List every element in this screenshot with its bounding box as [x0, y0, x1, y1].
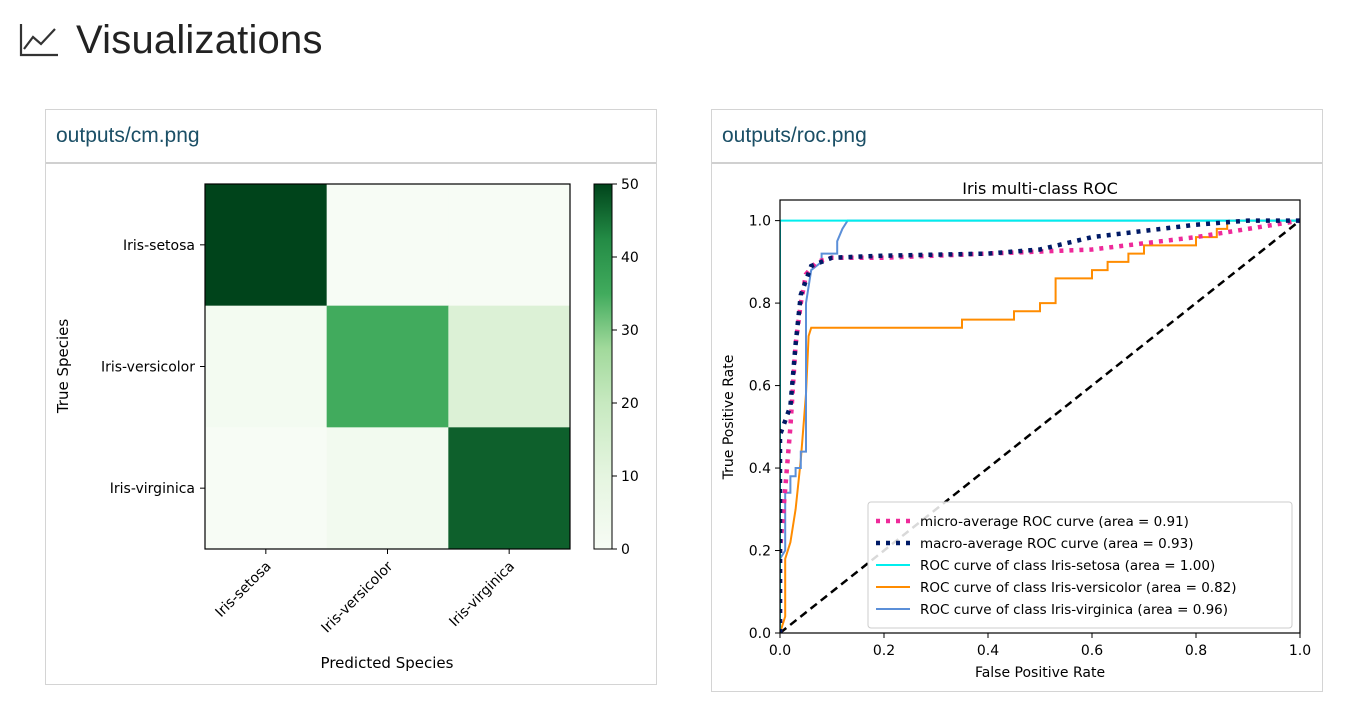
x-tick-label: Iris-virginica: [446, 559, 518, 631]
card-confusion-matrix: outputs/cm.png Iris-setosa Iris-versicolo…: [45, 109, 657, 685]
y-axis-label: True Positive Rate: [721, 355, 737, 481]
x-tick-label: 0.8: [1185, 643, 1207, 659]
heatmap-cell: [448, 427, 571, 550]
roc-series-line: [780, 218, 1300, 633]
legend-label: ROC curve of class Iris-versicolor (area…: [920, 580, 1237, 596]
page-title: Visualizations: [76, 17, 323, 62]
x-tick-label: 0.6: [1081, 643, 1103, 659]
y-tick-label: Iris-versicolor: [101, 360, 195, 376]
colorbar-tick-label: 10: [621, 469, 639, 485]
y-axis-label: True Species: [54, 319, 72, 415]
colorbar: [593, 183, 613, 550]
roc-series-line: [780, 219, 1300, 633]
card-roc: outputs/roc.png Iris multi-class ROC 0.0…: [711, 109, 1323, 692]
card-link-roc[interactable]: outputs/roc.png: [722, 124, 867, 147]
legend-label: macro-average ROC curve (area = 0.93): [920, 536, 1193, 552]
card-header: outputs/cm.png: [46, 110, 656, 164]
page-header: Visualizations: [18, 10, 323, 70]
y-tick-label: Iris-setosa: [123, 238, 195, 254]
x-axis-label: Predicted Species: [321, 654, 454, 672]
x-tick-label: 0.0: [769, 643, 791, 659]
legend-label: micro-average ROC curve (area = 0.91): [920, 514, 1189, 530]
x-axis-label: False Positive Rate: [975, 665, 1105, 681]
x-tick-label: Iris-versicolor: [319, 558, 397, 636]
legend-box: [867, 501, 1293, 629]
card-link-cm[interactable]: outputs/cm.png: [56, 124, 200, 147]
chart-title: Iris multi-class ROC: [962, 179, 1118, 198]
legend-label: ROC curve of class Iris-setosa (area = 1…: [920, 558, 1215, 574]
heatmap-cell: [205, 305, 328, 428]
y-tick-label: 0.4: [749, 461, 771, 477]
colorbar-tick-label: 20: [621, 396, 639, 412]
legend: micro-average ROC curve (area = 0.91) mac…: [867, 501, 1293, 629]
confusion-matrix-chart: Iris-setosa Iris-versicolor Iris-virginica…: [54, 177, 639, 672]
heatmap-cell: [448, 184, 571, 307]
plot-frame: [779, 199, 1301, 634]
heatmap-cell: [205, 184, 328, 307]
legend-label: ROC curve of class Iris-virginica (area …: [920, 602, 1228, 618]
x-tick-label: 1.0: [1289, 643, 1311, 659]
chance-diagonal-line: [780, 219, 1300, 633]
heatmap-cell: [448, 305, 571, 428]
heatmap-cell: [326, 305, 449, 428]
card-body: Iris multi-class ROC 0.0 0.2 0.4 0.6 0.8 1.0 …: [712, 164, 1322, 695]
roc-series-line: [780, 218, 1300, 633]
heatmap-cell: [326, 184, 449, 307]
y-tick-label: 0.2: [749, 544, 771, 560]
x-tick-label: Iris-setosa: [212, 559, 274, 621]
y-tick-label: 0.6: [749, 379, 771, 395]
card-header: outputs/roc.png: [712, 110, 1322, 164]
y-tick-label: 0.8: [749, 296, 771, 312]
roc-series-line: [780, 219, 1300, 633]
roc-chart: Iris multi-class ROC 0.0 0.2 0.4 0.6 0.8 1.0 …: [721, 179, 1311, 681]
line-chart-icon: [19, 24, 58, 57]
colorbar-tick-label: 50: [621, 177, 639, 193]
colorbar-tick-label: 30: [621, 323, 639, 339]
x-tick-label: 0.2: [873, 643, 895, 659]
colorbar-tick-label: 40: [621, 250, 639, 266]
y-tick-label: 0.0: [749, 626, 771, 642]
y-tick-label: 1.0: [749, 214, 771, 230]
heatmap-cell: [326, 427, 449, 550]
colorbar-tick-label: 0: [621, 542, 630, 558]
heatmap-cell: [205, 427, 328, 550]
y-tick-label: Iris-virginica: [110, 481, 195, 497]
x-tick-label: 0.4: [977, 643, 999, 659]
card-body: Iris-setosa Iris-versicolor Iris-virginica…: [46, 164, 656, 688]
